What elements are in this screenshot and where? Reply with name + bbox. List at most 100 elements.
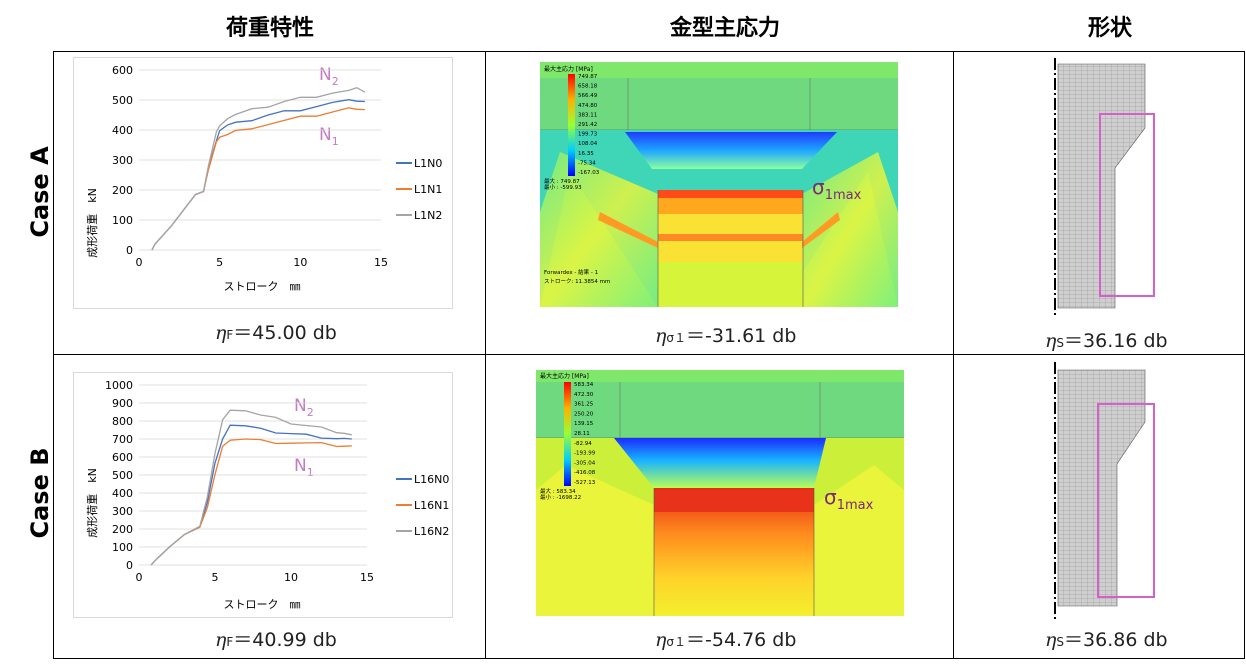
color-scale-value: 583.34 bbox=[574, 382, 594, 388]
eta-sigma1-case-a: ησ１＝-31.61 db bbox=[655, 325, 797, 347]
x-tick-label: 10 bbox=[293, 256, 307, 269]
legend-label: L1N2 bbox=[414, 209, 442, 222]
header-die-principal-stress: 金型主応力 bbox=[669, 16, 780, 41]
color-scale-value: -193.99 bbox=[574, 451, 596, 457]
series-line-l16n2 bbox=[150, 409, 352, 566]
y-tick-label: 100 bbox=[112, 214, 133, 227]
eta-sigma1-case-b: ησ１＝-54.76 db bbox=[655, 629, 797, 651]
color-scale-value: 474.80 bbox=[578, 103, 598, 109]
color-scale-value: -416.08 bbox=[574, 470, 596, 476]
row-label-case-a: Case A bbox=[26, 146, 54, 238]
color-scale-value: -527.13 bbox=[574, 480, 596, 486]
x-tick-label: 5 bbox=[212, 571, 219, 584]
series-line-l1n0 bbox=[151, 99, 365, 251]
chart-x-axis-label: ストローク ㎜ bbox=[224, 598, 301, 611]
x-tick-label: 5 bbox=[216, 256, 223, 269]
chart-x-axis-label: ストローク ㎜ bbox=[224, 280, 301, 293]
legend-label: L1N0 bbox=[414, 157, 442, 170]
y-tick-label: 400 bbox=[112, 124, 133, 137]
color-scale-bar bbox=[568, 74, 575, 176]
annotation-n1: N1 bbox=[294, 456, 314, 479]
highlight-rectangle bbox=[1099, 113, 1155, 297]
y-tick-label: 0 bbox=[126, 559, 133, 572]
chart-y-axis-label: 成形荷重 kN bbox=[85, 188, 99, 258]
y-tick-label: 300 bbox=[112, 505, 133, 518]
color-scale-value: -75.34 bbox=[578, 160, 596, 166]
eta-f-case-a: ηF＝45.00 db bbox=[215, 322, 337, 344]
x-tick-label: 0 bbox=[136, 571, 143, 584]
annotation-n2: N2 bbox=[294, 396, 314, 419]
color-scale-value: 383.11 bbox=[578, 112, 597, 118]
fem-max-label: 最大 : 749.87 bbox=[544, 177, 580, 185]
color-scale-value: 250.20 bbox=[574, 411, 594, 417]
sigma-1max-label: σ1max bbox=[824, 485, 874, 513]
y-tick-label: 600 bbox=[112, 64, 133, 77]
header-shape: 形状 bbox=[1087, 16, 1132, 41]
fem-legend-title: 最大主応力 [MPa] bbox=[540, 372, 589, 380]
eta-s-case-a: ηS＝36.16 db bbox=[1045, 330, 1168, 352]
header-load-characteristics: 荷重特性 bbox=[225, 16, 314, 41]
series-line-l16n0 bbox=[150, 424, 352, 566]
y-tick-label: 500 bbox=[112, 469, 133, 482]
y-tick-label: 200 bbox=[112, 523, 133, 536]
chart-y-axis-label: 成形荷重 kN bbox=[85, 468, 99, 538]
legend-label: L16N0 bbox=[414, 473, 449, 486]
annotation-n2: N2 bbox=[319, 65, 339, 88]
fem-footer-result: Forwardex - 結果 - 1 bbox=[544, 268, 598, 276]
color-scale-value: 139.15 bbox=[574, 421, 594, 427]
load-chart-case-b-svg: 成形荷重 kN ストローク ㎜ N2 N1 010020030040050060… bbox=[85, 379, 449, 611]
color-scale-value: 361.25 bbox=[574, 402, 594, 408]
series-line-l1n2 bbox=[151, 86, 366, 251]
series-line-l16n1 bbox=[150, 438, 352, 566]
fem-max-label: 最大 : 583.34 bbox=[540, 487, 576, 495]
x-tick-label: 15 bbox=[360, 571, 374, 584]
color-scale-value: 291.42 bbox=[578, 122, 597, 128]
series-line-l1n1 bbox=[151, 107, 365, 251]
fem-min-label: 最小 : -599.93 bbox=[544, 183, 582, 191]
row-label-case-b: Case B bbox=[26, 447, 54, 539]
annotation-n1: N1 bbox=[319, 125, 339, 148]
eta-s-case-b: ηS＝36.86 db bbox=[1045, 629, 1168, 651]
load-chart-case-b: 成形荷重 kN ストローク ㎜ N2 N1 0 100 200 300 400 500 60… bbox=[73, 372, 453, 618]
legend-label: L16N2 bbox=[414, 525, 449, 538]
color-scale-value: 108.04 bbox=[578, 141, 598, 147]
color-scale-value: 749.87 bbox=[578, 74, 598, 80]
y-tick-label: 800 bbox=[112, 415, 133, 428]
y-tick-label: 200 bbox=[112, 184, 133, 197]
color-scale-bar bbox=[564, 382, 571, 486]
x-tick-label: 15 bbox=[374, 256, 388, 269]
color-scale-value: 658.18 bbox=[578, 84, 598, 90]
y-tick-label: 600 bbox=[112, 451, 133, 464]
y-tick-label: 1000 bbox=[105, 379, 133, 392]
comparison-table bbox=[53, 51, 1245, 659]
fem-min-label: 最小 : -1698.22 bbox=[540, 493, 581, 501]
y-tick-label: 700 bbox=[112, 433, 133, 446]
color-scale-value: -305.04 bbox=[574, 460, 596, 466]
fem-footer-stroke: ストローク: 11.3854 mm bbox=[544, 278, 610, 285]
y-tick-label: 100 bbox=[112, 541, 133, 554]
color-scale-value: 472.30 bbox=[574, 392, 594, 398]
y-tick-label: 400 bbox=[112, 487, 133, 500]
y-tick-label: 500 bbox=[112, 94, 133, 107]
color-scale-value: 199.73 bbox=[578, 132, 598, 138]
x-tick-label: 0 bbox=[136, 256, 143, 269]
y-tick-label: 0 bbox=[126, 244, 133, 257]
legend-label: L1N1 bbox=[414, 183, 442, 196]
color-scale-value: -82.94 bbox=[574, 441, 592, 447]
sigma-1max-label: σ1max bbox=[812, 175, 862, 203]
stress-contour-case-b: 最大主応力 [MPa] 583.34 472.30 361.25 250.20 139.… bbox=[536, 370, 904, 616]
highlight-rectangle bbox=[1097, 403, 1155, 598]
shape-mesh-case-b bbox=[1045, 362, 1165, 620]
color-scale-value: 566.49 bbox=[578, 93, 598, 99]
shape-mesh-case-a bbox=[1045, 58, 1165, 318]
y-tick-label: 900 bbox=[112, 397, 133, 410]
stress-contour-case-a: 最大主応力 [MPa] 749.87 658.18 566.49 474.80 383.… bbox=[540, 62, 898, 307]
color-scale-value: 16.35 bbox=[578, 151, 594, 157]
legend-label: L16N1 bbox=[414, 499, 449, 512]
eta-f-case-b: ηF＝40.99 db bbox=[215, 629, 337, 651]
y-tick-label: 300 bbox=[112, 154, 133, 167]
color-scale-value: 28.11 bbox=[574, 431, 590, 437]
x-tick-label: 10 bbox=[284, 571, 298, 584]
load-chart-case-a-svg: 成形荷重 kN ストローク ㎜ N2 N1 010020030040050060… bbox=[85, 64, 442, 293]
color-scale-value: -167.03 bbox=[578, 170, 600, 176]
